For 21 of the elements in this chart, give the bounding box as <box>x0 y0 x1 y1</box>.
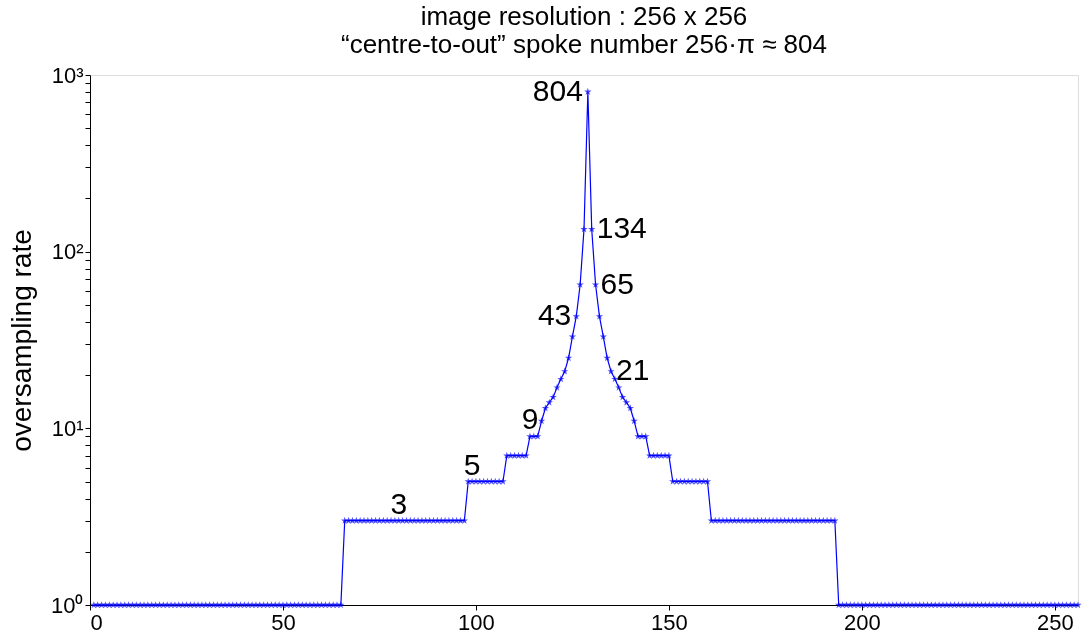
x-tick-label: 100 <box>458 609 495 635</box>
chart-title: image resolution : 256 x 256 <box>420 1 748 31</box>
x-tick-label: 0 <box>90 609 103 635</box>
annotation: 804 <box>532 73 583 107</box>
chart-subtitle: “centre-to-out” spoke number 256·π ≈ 804 <box>340 29 828 59</box>
x-tick-label: 250 <box>1036 609 1074 635</box>
y-axis-title: oversampling rate <box>6 229 38 452</box>
annotation: 5 <box>463 447 481 481</box>
x-tick-label: 200 <box>844 609 881 635</box>
annotation: 43 <box>537 298 572 332</box>
annotation: 21 <box>616 353 650 387</box>
annotation: 65 <box>600 266 634 300</box>
y-tick-label: 10² <box>51 239 84 265</box>
y-tick-label: 10¹ <box>51 415 84 441</box>
x-tick-label: 50 <box>271 609 296 635</box>
x-tick-label: 150 <box>651 609 688 635</box>
y-tick-label: 10³ <box>51 62 84 88</box>
annotation: 134 <box>596 211 647 245</box>
annotation: 9 <box>521 402 539 436</box>
annotation: 3 <box>390 486 408 520</box>
y-tick-label: 10⁰ <box>51 592 84 618</box>
